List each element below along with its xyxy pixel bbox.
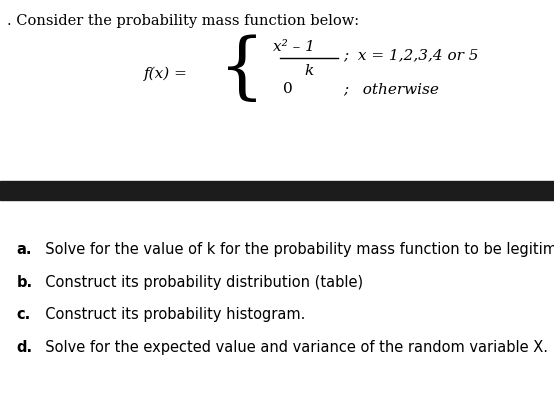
Text: 0: 0 [283,82,293,96]
Text: x² – 1: x² – 1 [273,40,315,54]
Text: a.: a. [17,242,32,257]
Text: Solve for the value of k for the probability mass function to be legitimate.: Solve for the value of k for the probabi… [36,242,554,257]
Text: f(x) =: f(x) = [144,66,188,81]
Text: . Consider the probability mass function below:: . Consider the probability mass function… [7,14,359,28]
Text: Construct its probability histogram.: Construct its probability histogram. [36,307,305,322]
Text: c.: c. [17,307,31,322]
Text: d.: d. [17,340,33,355]
Text: Solve for the expected value and variance of the random variable X.: Solve for the expected value and varianc… [36,340,548,355]
Bar [0,181,554,200]
Text: k: k [304,64,313,79]
Text: ;  x = 1,2,3,4 or 5: ; x = 1,2,3,4 or 5 [343,48,479,63]
Text: {: { [219,34,265,105]
Text: ;   otherwise: ; otherwise [343,82,439,96]
Text: b.: b. [17,275,33,290]
Text: Construct its probability distribution (table): Construct its probability distribution (… [36,275,363,290]
